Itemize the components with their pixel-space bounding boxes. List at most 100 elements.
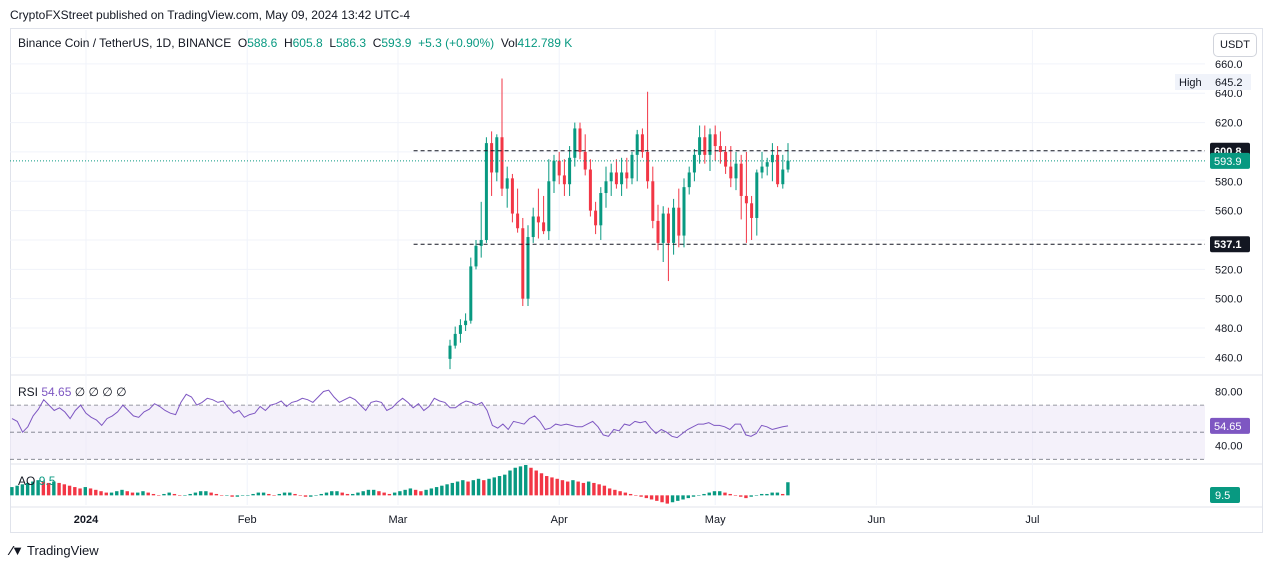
ao-bar (398, 491, 402, 496)
ao-bar (183, 495, 187, 496)
high-value: 605.8 (292, 36, 323, 50)
candle-body (698, 137, 702, 155)
ao-bar (691, 495, 696, 497)
ao-bar (267, 493, 271, 496)
ao-bar (429, 488, 434, 496)
candle-body (687, 172, 691, 188)
ao-bar (576, 481, 580, 496)
candle-body (557, 160, 561, 176)
candle-body (448, 345, 452, 359)
candle-body (661, 213, 665, 243)
ao-bar (707, 492, 711, 496)
ao-bar (162, 493, 166, 496)
ao-legend[interactable]: AO 9.5 (18, 474, 55, 488)
ao-bar (434, 487, 439, 496)
candle-body (484, 143, 488, 240)
ao-bar (52, 481, 56, 496)
ao-bar (534, 470, 538, 496)
candle-body (464, 320, 468, 326)
rsi-tick-label: 40.00 (1215, 441, 1243, 453)
candle-body (677, 207, 681, 236)
currency-button[interactable]: USDT (1213, 33, 1257, 57)
candle-body (744, 195, 748, 204)
candle-body (458, 325, 462, 334)
candle-body (739, 163, 743, 196)
ao-bar (303, 495, 308, 497)
ao-bar (366, 489, 371, 496)
ao-bar (513, 467, 517, 496)
candle-body (562, 175, 566, 185)
ao-bar (445, 484, 449, 496)
ao-bar (670, 495, 675, 503)
ao-bar (476, 478, 481, 496)
price-tick-label: 580.0 (1215, 176, 1243, 188)
time-tick-label: May (705, 514, 726, 526)
time-tick-label: 2024 (74, 514, 99, 526)
ao-bar (356, 492, 360, 496)
candle-body (760, 166, 764, 173)
ao-bar (613, 489, 617, 496)
candle-body (703, 137, 707, 155)
ao-bar (419, 491, 423, 496)
high-label: H (283, 36, 293, 50)
candle-body (594, 210, 598, 226)
ao-bar (146, 492, 150, 496)
ao-bar (581, 482, 586, 496)
candle-body (469, 266, 473, 321)
ao-bar (555, 478, 559, 496)
ao-bar (10, 487, 14, 496)
candle-body (625, 172, 629, 179)
rsi-value: 54.65 (41, 385, 72, 399)
ao-bar (214, 493, 219, 496)
ao-bar (518, 466, 523, 496)
ao-value-tag (1210, 487, 1240, 503)
ao-bar (230, 495, 234, 497)
price-tick-label: 460.0 (1215, 352, 1243, 364)
ao-bar (94, 489, 98, 496)
ao-bar (282, 492, 287, 496)
rsi-legend[interactable]: RSI 54.65 ∅ ∅ ∅ ∅ (18, 385, 127, 399)
ao-bar (73, 487, 77, 496)
last-price-label: 593.9 (1214, 156, 1242, 168)
ao-bar (681, 495, 685, 500)
high-marker-label: High (1179, 77, 1202, 89)
ao-bar (361, 491, 365, 496)
ao-bar (634, 495, 638, 496)
ao-bar (618, 491, 622, 496)
rsi-label: RSI (18, 385, 39, 399)
ao-bar (109, 492, 114, 496)
high-marker-value: 645.2 (1215, 77, 1243, 89)
footer-brand[interactable]: ⁄▼ TradingView (10, 543, 99, 558)
candle-body (620, 172, 624, 185)
ao-bar (298, 495, 302, 496)
candle-body (479, 239, 483, 246)
time-tick-label: Jul (1025, 514, 1039, 526)
ao-bar (351, 493, 355, 496)
support-price-label: 537.1 (1214, 239, 1242, 251)
ao-bar (309, 495, 313, 497)
ao-bar (466, 481, 470, 496)
ao-bar (167, 492, 171, 496)
close-label: C (372, 36, 382, 50)
price-tick-label: 520.0 (1215, 264, 1243, 276)
ao-bar (288, 492, 292, 496)
candle-body (453, 333, 457, 346)
ao-bar (655, 495, 659, 501)
candle-body (542, 222, 546, 232)
candle-body (583, 151, 587, 170)
ao-bar (471, 480, 476, 496)
ao-bar (765, 493, 769, 496)
candle-body (786, 160, 790, 170)
candle-body (474, 245, 478, 267)
price-tick-label: 640.0 (1215, 88, 1243, 100)
ao-bar (172, 493, 177, 496)
candle-body (640, 134, 644, 152)
candle-body (724, 151, 728, 167)
ao-bar (770, 492, 774, 496)
symbol-legend[interactable]: Binance Coin / TetherUS, 1D, BINANCE O58… (18, 36, 572, 50)
ao-bar (125, 491, 129, 496)
candle-body (531, 216, 535, 238)
ao-bar (36, 480, 40, 496)
candle-body (573, 128, 577, 158)
